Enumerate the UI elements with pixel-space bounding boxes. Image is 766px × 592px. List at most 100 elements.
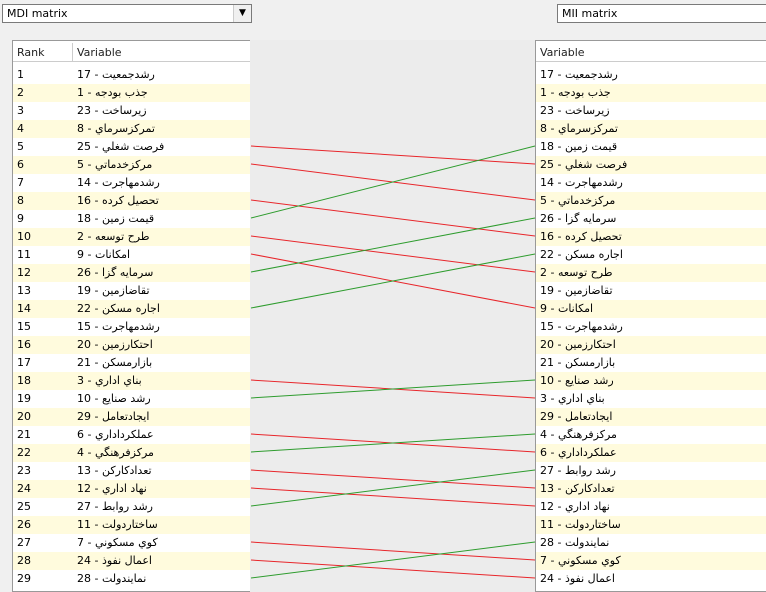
rank-cell: 10 (17, 230, 31, 243)
row[interactable]: تحصیل کرده - 16 (536, 228, 766, 246)
row[interactable]: 20 ایجادتعامل - 29 (13, 408, 250, 426)
variable-cell: زیرساخت - 23 (540, 104, 610, 117)
variable-cell: رشد صنایع - 10 (77, 392, 151, 405)
rank-cell: 22 (17, 446, 31, 459)
row[interactable]: 26 ساختاردولت - 11 (13, 516, 250, 534)
row[interactable]: رشد صنایع - 10 (536, 372, 766, 390)
row[interactable]: نمایندولت - 28 (536, 534, 766, 552)
row[interactable]: 3 زیرساخت - 23 (13, 102, 250, 120)
link-line (250, 235, 536, 273)
combo-arrow: ▼ (233, 5, 251, 22)
row[interactable]: 19 رشد صنایع - 10 (13, 390, 250, 408)
row[interactable]: تقاضازمین - 19 (536, 282, 766, 300)
row[interactable]: 23 تعدادکارکن - 13 (13, 462, 250, 480)
variable-cell: امکانات - 9 (77, 248, 131, 261)
row[interactable]: قیمت زمین - 18 (536, 138, 766, 156)
row[interactable]: زیرساخت - 23 (536, 102, 766, 120)
row[interactable]: مرکزفرهنگي - 4 (536, 426, 766, 444)
variable-cell: بازارمسکن - 21 (77, 356, 153, 369)
row[interactable]: سرمایه گزا - 26 (536, 210, 766, 228)
right-combo[interactable]: MII matrix (557, 4, 766, 23)
combo-label: MII matrix (562, 7, 618, 20)
row[interactable]: 27 کوي مسکوني - 7 (13, 534, 250, 552)
row[interactable]: اعمال نفوذ - 24 (536, 570, 766, 588)
row[interactable]: 15 رشدمهاجرت - 15 (13, 318, 250, 336)
row[interactable]: 17 بازارمسکن - 21 (13, 354, 250, 372)
rank-cell: 15 (17, 320, 31, 333)
row[interactable]: 18 بناي اداري - 3 (13, 372, 250, 390)
row[interactable]: 21 عملکرداداري - 6 (13, 426, 250, 444)
rank-cell: 11 (17, 248, 31, 261)
variable-cell: عملکرداداري - 6 (77, 428, 154, 441)
rank-cell: 26 (17, 518, 31, 531)
row[interactable]: ساختاردولت - 11 (536, 516, 766, 534)
variable-cell: سرمایه گزا - 26 (540, 212, 617, 225)
row[interactable]: 9 قیمت زمین - 18 (13, 210, 250, 228)
variable-cell: بازارمسکن - 21 (540, 356, 616, 369)
row[interactable]: 10 طرح توسعه - 2 (13, 228, 250, 246)
variable-cell: رشد روابط - 27 (540, 464, 616, 477)
row[interactable]: 29 نمایندولت - 28 (13, 570, 250, 588)
row[interactable]: 12 سرمایه گزا - 26 (13, 264, 250, 282)
row[interactable]: رشدمهاجرت - 15 (536, 318, 766, 336)
row[interactable]: مرکزخدماتي - 5 (536, 192, 766, 210)
variable-cell: نمایندولت - 28 (540, 536, 610, 549)
row[interactable]: رشدمهاجرت - 14 (536, 174, 766, 192)
row[interactable]: اجاره مسکن - 22 (536, 246, 766, 264)
header: Variable (73, 43, 250, 62)
row[interactable]: رشد روابط - 27 (536, 462, 766, 480)
row[interactable]: 28 اعمال نفوذ - 24 (13, 552, 250, 570)
rank-cell: 17 (17, 356, 31, 369)
row[interactable]: نهاد اداري - 12 (536, 498, 766, 516)
row[interactable]: 1 رشدجمعیت - 17 (13, 66, 250, 84)
variable-cell: ساختاردولت - 11 (77, 518, 158, 531)
variable-cell: تقاضازمین - 19 (540, 284, 613, 297)
left-list[interactable]: Rank Variable 1 رشدجمعیت - 17 2 جذب بودجه -… (12, 40, 251, 592)
variable-cell: احتکارزمین - 20 (540, 338, 616, 351)
row[interactable]: 7 رشدمهاجرت - 14 (13, 174, 250, 192)
row[interactable]: بازارمسکن - 21 (536, 354, 766, 372)
row[interactable]: 5 فرصت شغلي - 25 (13, 138, 250, 156)
rank-cell: 5 (17, 140, 24, 153)
row[interactable]: 11 امکانات - 9 (13, 246, 250, 264)
variable-cell: قیمت زمین - 18 (540, 140, 618, 153)
variable-cell: مرکزخدماتي - 5 (77, 158, 153, 171)
row[interactable]: کوي مسکوني - 7 (536, 552, 766, 570)
left-combo[interactable]: MDI matrix ▼ (2, 4, 252, 23)
row[interactable]: 8 تحصیل کرده - 16 (13, 192, 250, 210)
row[interactable]: تمرکزسرماي - 8 (536, 120, 766, 138)
right-list[interactable]: Variable رشدجمعیت - 17 جذب بودجه - 1 زیرسا… (535, 40, 766, 592)
row[interactable]: رشدجمعیت - 17 (536, 66, 766, 84)
row[interactable]: 16 احتکارزمین - 20 (13, 336, 250, 354)
rank-cell: 14 (17, 302, 31, 315)
link-line (250, 379, 536, 399)
variable-cell: مرکزفرهنگي - 4 (77, 446, 154, 459)
variable-cell: طرح توسعه - 2 (77, 230, 150, 243)
row[interactable]: امکانات - 9 (536, 300, 766, 318)
row[interactable]: بناي اداري - 3 (536, 390, 766, 408)
row[interactable]: جذب بودجه - 1 (536, 84, 766, 102)
link-line (250, 199, 536, 237)
row[interactable]: ایجادتعامل - 29 (536, 408, 766, 426)
row[interactable]: 22 مرکزفرهنگي - 4 (13, 444, 250, 462)
row[interactable]: احتکارزمین - 20 (536, 336, 766, 354)
variable-cell: زیرساخت - 23 (77, 104, 147, 117)
row[interactable]: 13 تقاضازمین - 19 (13, 282, 250, 300)
row[interactable]: 2 جذب بودجه - 1 (13, 84, 250, 102)
row[interactable]: 25 رشد روابط - 27 (13, 498, 250, 516)
variable-cell: احتکارزمین - 20 (77, 338, 153, 351)
row[interactable]: 4 تمرکزسرماي - 8 (13, 120, 250, 138)
row[interactable]: فرصت شغلي - 25 (536, 156, 766, 174)
variable-cell: رشدمهاجرت - 14 (77, 176, 160, 189)
row[interactable]: تعدادکارکن - 13 (536, 480, 766, 498)
variable-cell: نهاد اداري - 12 (77, 482, 147, 495)
rank-cell: 25 (17, 500, 31, 513)
row[interactable]: 24 نهاد اداري - 12 (13, 480, 250, 498)
row[interactable]: طرح توسعه - 2 (536, 264, 766, 282)
row[interactable]: عملکرداداري - 6 (536, 444, 766, 462)
row[interactable]: 6 مرکزخدماتي - 5 (13, 156, 250, 174)
link-line (250, 559, 536, 579)
row[interactable]: 14 اجاره مسکن - 22 (13, 300, 250, 318)
rank-cell: 27 (17, 536, 31, 549)
variable-cell: اعمال نفوذ - 24 (77, 554, 152, 567)
